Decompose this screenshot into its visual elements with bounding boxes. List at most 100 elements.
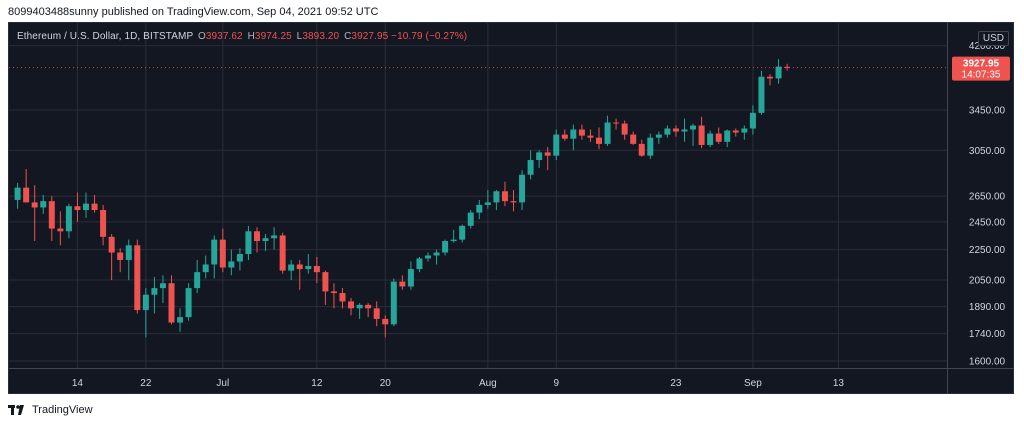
candle-body xyxy=(664,128,671,135)
candle-body xyxy=(57,228,64,232)
change-value: −10.79 (−0.27%) xyxy=(391,31,468,42)
candle-body xyxy=(425,255,431,259)
x-tick-label: 9 xyxy=(553,378,559,389)
candle-body xyxy=(544,152,551,156)
candle-body xyxy=(638,143,645,156)
candle-body xyxy=(501,191,508,202)
candle-body xyxy=(108,236,115,253)
candle-body xyxy=(578,129,585,136)
candle-body xyxy=(698,125,705,145)
candle-body xyxy=(399,281,406,287)
candle-body xyxy=(40,201,47,208)
y-tick-label: 2050.00 xyxy=(969,276,1006,287)
candle-body xyxy=(467,212,474,226)
candle-body xyxy=(159,283,166,289)
candle-body xyxy=(322,272,329,292)
candle-body xyxy=(527,160,534,175)
candle-body xyxy=(254,231,260,242)
candle-body xyxy=(339,293,346,302)
candle-body xyxy=(134,245,141,311)
publisher-header: 8099403488sunny published on TradingView… xyxy=(8,6,379,18)
candle-body xyxy=(91,203,98,211)
tradingview-logo-icon xyxy=(8,405,24,415)
candle-body xyxy=(228,261,235,268)
candle-body xyxy=(510,201,517,203)
candle-body xyxy=(168,283,175,323)
symbol-title: Ethereum / U.S. Dollar, 1D, BITSTAMP xyxy=(17,31,194,42)
candle-body xyxy=(784,66,791,68)
candle-body xyxy=(732,130,739,133)
open-label: O xyxy=(197,31,206,42)
candle-body xyxy=(288,264,295,271)
candle-body xyxy=(236,254,243,262)
x-tick-label: Jul xyxy=(216,378,229,389)
candle-body xyxy=(416,258,423,270)
candle-body xyxy=(433,252,440,256)
candle-body xyxy=(313,266,320,273)
candle-body xyxy=(570,129,577,139)
candle-body xyxy=(681,129,688,132)
y-tick-label: 4200.00 xyxy=(969,41,1006,52)
candle-body xyxy=(211,239,218,265)
candle-body xyxy=(604,122,611,144)
candle-body xyxy=(758,76,765,113)
candle-body xyxy=(365,304,372,309)
candle-body xyxy=(23,187,30,203)
candle-body xyxy=(519,174,526,203)
close-value: 3927.95 xyxy=(351,31,389,42)
candle-body xyxy=(407,269,414,287)
candle-body xyxy=(125,245,132,260)
close-label: C xyxy=(344,31,352,42)
candle-body xyxy=(613,122,620,124)
open-value: 3937.62 xyxy=(205,31,243,42)
candle-body xyxy=(382,318,389,325)
candle-body xyxy=(596,137,602,144)
price-tag-value: 3927.95 xyxy=(963,59,1000,70)
candle-body xyxy=(142,294,149,311)
footer: TradingView xyxy=(8,401,93,419)
candle-body xyxy=(621,123,628,135)
candle-body xyxy=(373,308,380,319)
candle-body xyxy=(194,272,201,289)
high-label: H xyxy=(247,31,255,42)
low-value: 3893.20 xyxy=(302,31,340,42)
candle-body xyxy=(450,239,457,242)
candle-body xyxy=(630,134,637,144)
candle-body xyxy=(749,112,756,129)
candle-body xyxy=(690,125,697,130)
candle-body xyxy=(553,134,560,156)
candle-body xyxy=(14,187,21,200)
x-tick-label: 23 xyxy=(670,378,682,389)
candle-body xyxy=(476,204,483,213)
y-tick-label: 3450.00 xyxy=(969,106,1006,117)
candle-body xyxy=(65,206,72,232)
price-chart[interactable]: 1600.00 1740.00 1890.00 2050.00 2250.00 2450.… xyxy=(9,23,1014,394)
y-tick-label: 2650.00 xyxy=(969,192,1006,203)
chart-legend: Ethereum / U.S. Dollar, 1D, BITSTAMP O39… xyxy=(17,31,467,42)
candle-body xyxy=(459,225,466,240)
y-tick-label: 1740.00 xyxy=(969,329,1006,340)
footer-brand: TradingView xyxy=(32,404,93,416)
candle-body xyxy=(245,231,252,255)
y-tick-label: 2450.00 xyxy=(969,217,1006,228)
candle-body xyxy=(647,137,654,156)
candle-body xyxy=(74,206,81,211)
candle-body xyxy=(296,264,303,270)
candle-body xyxy=(442,241,449,253)
candle-body xyxy=(536,152,543,161)
candle-body xyxy=(271,235,278,239)
price-tag xyxy=(952,56,1010,81)
candle-body xyxy=(185,288,192,318)
currency-label[interactable]: USD xyxy=(977,31,1009,46)
candle-body xyxy=(117,252,124,260)
candle-body xyxy=(724,130,731,142)
x-tick-label: Sep xyxy=(744,378,762,389)
candle-body xyxy=(83,203,89,211)
candle-body xyxy=(775,66,782,79)
candle-body xyxy=(348,301,355,309)
candle-body xyxy=(484,202,491,205)
low-label: L xyxy=(296,31,303,42)
y-tick-label: 2250.00 xyxy=(969,245,1006,256)
candle-body xyxy=(390,281,397,325)
candle-body xyxy=(219,239,226,268)
